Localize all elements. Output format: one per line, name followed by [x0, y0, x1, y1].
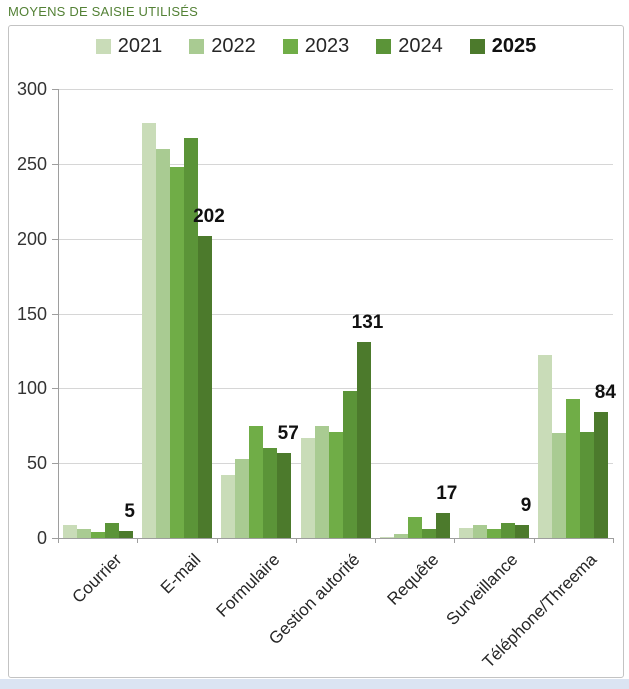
- y-axis-label: 200: [16, 228, 47, 249]
- y-axis-label: 50: [26, 453, 47, 474]
- y-axis-label: 250: [16, 153, 47, 174]
- x-axis-tick: [58, 538, 59, 543]
- legend: 2021 2022 2023 2024 2025: [9, 35, 623, 58]
- gridline-100: [58, 388, 613, 390]
- bar-2024-2: [263, 448, 278, 538]
- bar-2021-4: [379, 536, 394, 538]
- data-label-2025-2: 57: [277, 422, 299, 444]
- gridline-200: [58, 238, 613, 240]
- x-axis-tick: [137, 538, 139, 543]
- bar-2024-6: [580, 431, 595, 538]
- y-axis-tick: [52, 388, 58, 390]
- x-axis-tick: [375, 538, 377, 543]
- bar-2025-3: [356, 341, 371, 538]
- category-label-2: Formulaire: [212, 550, 284, 621]
- data-label-2025-6: 84: [594, 382, 616, 404]
- x-axis-line: [52, 538, 613, 539]
- data-label-2025-4: 17: [436, 482, 458, 504]
- bar-2023-1: [169, 166, 184, 538]
- bar-2022-4: [393, 533, 408, 538]
- bar-2022-3: [314, 425, 329, 538]
- legend-label: 2024: [398, 35, 443, 57]
- bar-2024-1: [183, 138, 198, 538]
- bar-2021-0: [62, 524, 77, 538]
- legend-label: 2022: [211, 35, 256, 57]
- y-axis-tick: [52, 238, 58, 240]
- data-label-2025-0: 5: [124, 500, 135, 522]
- bar-2024-3: [342, 391, 357, 538]
- y-axis-label: 150: [16, 303, 47, 324]
- gridline-300: [58, 89, 613, 90]
- chart-frame: 2021 2022 2023 2024 2025 0 50 100 150 200 250 300 5…: [8, 25, 624, 678]
- x-axis-tick: [613, 538, 614, 543]
- y-axis-label: 100: [16, 378, 47, 399]
- bar-2023-6: [566, 398, 581, 538]
- y-axis-tick: [52, 89, 58, 90]
- bar-2023-5: [487, 529, 502, 538]
- bar-2023-3: [328, 431, 343, 538]
- x-axis-tick: [216, 538, 218, 543]
- data-label-2025-3: 131: [351, 311, 384, 333]
- bar-2022-1: [155, 148, 170, 538]
- bar-2025-2: [277, 452, 292, 538]
- data-label-2025-1: 202: [193, 205, 225, 227]
- bar-2025-5: [515, 524, 530, 538]
- bar-2025-0: [118, 530, 133, 538]
- legend-label: 2021: [117, 35, 163, 57]
- bar-2021-3: [300, 437, 315, 538]
- bar-2024-0: [104, 523, 119, 538]
- category-label-4: Requête: [383, 550, 443, 609]
- y-axis-tick: [52, 163, 58, 165]
- bar-2021-1: [141, 123, 156, 538]
- legend-label: 2023: [304, 35, 350, 57]
- y-axis-tick: [52, 463, 58, 465]
- bar-2022-6: [552, 433, 567, 538]
- bar-2021-5: [459, 527, 474, 538]
- bar-2024-4: [421, 529, 436, 538]
- bar-2025-6: [594, 412, 609, 538]
- legend-label: 2025: [491, 35, 537, 57]
- legend-swatch-icon: [282, 39, 298, 54]
- bar-2022-0: [76, 529, 91, 538]
- legend-item-2025: 2025: [469, 35, 537, 58]
- category-label-1: E-mail: [156, 550, 205, 598]
- y-axis-tick: [52, 313, 58, 315]
- bar-2025-1: [197, 235, 212, 538]
- legend-item-2021: 2021: [95, 35, 163, 58]
- legend-swatch-icon: [189, 39, 205, 54]
- bar-2023-2: [249, 425, 264, 538]
- chart-title: MOYENS DE SAISIE UTILISÉS: [8, 4, 198, 19]
- gridline-250: [58, 163, 613, 165]
- legend-item-2023: 2023: [282, 35, 350, 58]
- bottom-strip: [0, 679, 629, 689]
- bar-2021-6: [538, 355, 553, 538]
- legend-swatch-icon: [95, 39, 111, 54]
- bar-2021-2: [221, 475, 236, 538]
- y-axis-label: 300: [16, 79, 47, 99]
- category-label-5: Surveillance: [442, 550, 522, 629]
- x-axis-tick: [454, 538, 456, 543]
- x-axis-tick: [533, 538, 535, 543]
- bar-2022-5: [473, 524, 488, 538]
- bar-2023-4: [407, 517, 422, 538]
- gridline-150: [58, 313, 613, 315]
- bar-2025-4: [435, 512, 450, 538]
- bar-2022-2: [235, 458, 250, 538]
- bar-2023-0: [90, 532, 105, 538]
- data-label-2025-5: 9: [520, 494, 532, 516]
- y-axis-label: 0: [36, 528, 47, 548]
- legend-item-2024: 2024: [376, 35, 443, 58]
- y-axis-line: [58, 89, 59, 538]
- legend-item-2022: 2022: [189, 35, 256, 58]
- legend-swatch-icon: [469, 39, 485, 54]
- x-axis-tick: [295, 538, 297, 543]
- legend-swatch-icon: [376, 39, 392, 54]
- category-label-0: Courrier: [68, 550, 126, 607]
- bar-2024-5: [501, 523, 516, 538]
